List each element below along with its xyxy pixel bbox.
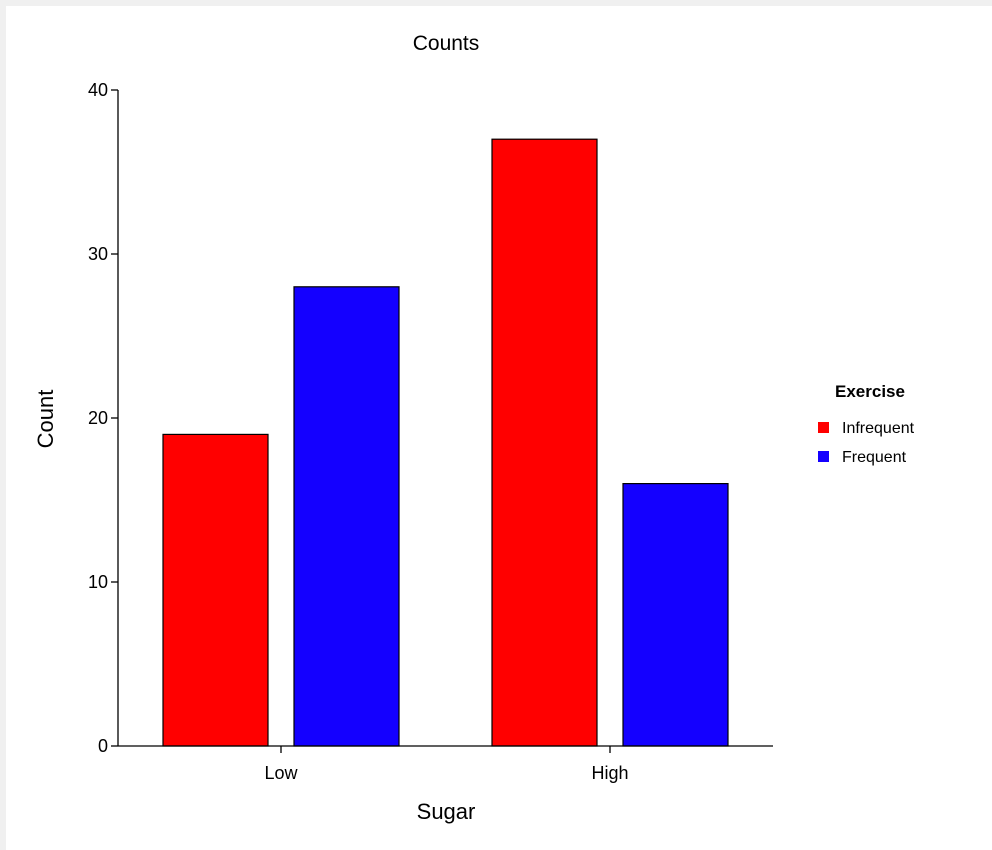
bar-frequent-low (293, 286, 400, 747)
y-tick-label: 10 (88, 572, 108, 592)
x-tick-label: High (591, 763, 628, 783)
x-tick-label: Low (264, 763, 298, 783)
legend-title: Exercise (835, 382, 905, 401)
y-tick-label: 20 (88, 408, 108, 428)
y-tick-label: 40 (88, 80, 108, 100)
x-axis: Low High (118, 745, 773, 783)
chart-frame: Counts 0 10 20 30 40 Low High Count Sugar Exe… (6, 6, 992, 850)
x-axis-label: Sugar (417, 799, 476, 824)
y-tick-label: 30 (88, 244, 108, 264)
bars (162, 138, 729, 747)
legend-swatch-frequent (818, 451, 829, 462)
y-tick-label: 0 (98, 736, 108, 756)
bar-infrequent-low (162, 433, 269, 747)
y-axis: 0 10 20 30 40 (88, 80, 119, 756)
chart-title: Counts (413, 32, 480, 55)
y-axis-label: Count (33, 390, 58, 449)
bar-infrequent-high (491, 138, 598, 747)
legend-swatch-infrequent (818, 422, 829, 433)
bar-chart: Counts 0 10 20 30 40 Low High Count Sugar Exe… (33, 32, 915, 824)
legend: Exercise Infrequent Frequent (818, 382, 915, 466)
legend-label-frequent: Frequent (842, 449, 907, 466)
legend-label-infrequent: Infrequent (842, 420, 915, 437)
bar-frequent-high (622, 483, 729, 747)
